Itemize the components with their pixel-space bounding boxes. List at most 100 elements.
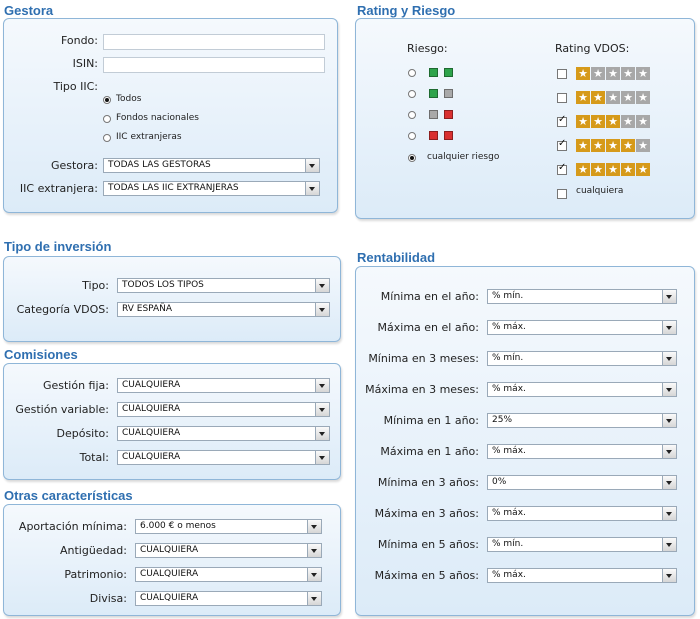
chevron-down-icon[interactable] — [662, 507, 676, 520]
otras-panel: Aportación mínima: 6.000 € o menos Antigüe… — [3, 504, 341, 616]
vdos-checkbox[interactable] — [557, 69, 567, 79]
chevron-down-icon[interactable] — [315, 279, 329, 292]
vdos-checkbox-any[interactable] — [557, 189, 567, 199]
field-label: Aportación mínima: — [18, 520, 127, 533]
iic-extranjera-label: IIC extranjera: — [19, 182, 98, 195]
star-icon: ★ — [606, 163, 620, 176]
chevron-down-icon[interactable] — [315, 403, 329, 416]
risk-square-icon — [444, 110, 453, 119]
gestora-select[interactable]: TODAS LAS GESTORAS — [103, 158, 320, 173]
star-icon: ★ — [606, 139, 620, 152]
vdos-checkbox[interactable] — [557, 93, 567, 103]
field-select[interactable]: CUALQUIERA — [117, 378, 330, 393]
field-select[interactable]: 25% — [487, 413, 677, 428]
tipo-iic-radio-todos[interactable] — [103, 96, 111, 104]
chevron-down-icon[interactable] — [305, 182, 319, 195]
chevron-down-icon[interactable] — [662, 569, 676, 582]
field-select[interactable]: CUALQUIERA — [117, 402, 330, 417]
field-select[interactable]: % mín. — [487, 537, 677, 552]
chevron-down-icon[interactable] — [662, 414, 676, 427]
chevron-down-icon[interactable] — [662, 445, 676, 458]
chevron-down-icon[interactable] — [315, 427, 329, 440]
tipo-iic-label: Tipo IIC: — [53, 80, 98, 93]
iic-extranjera-select[interactable]: TODAS LAS IIC EXTRANJERAS — [103, 181, 320, 196]
field-select[interactable]: CUALQUIERA — [135, 567, 322, 582]
chevron-down-icon[interactable] — [662, 476, 676, 489]
field-select-value: 6.000 € o menos — [140, 521, 216, 531]
riesgo-radio[interactable] — [408, 69, 416, 77]
rating-heading: Rating y Riesgo — [357, 3, 456, 18]
star-icon: ★ — [576, 67, 590, 80]
star-icon: ★ — [591, 67, 605, 80]
riesgo-radio-any[interactable] — [408, 154, 416, 162]
vdos-checkbox[interactable] — [557, 114, 567, 127]
isin-input[interactable] — [103, 57, 325, 73]
chevron-down-icon[interactable] — [315, 451, 329, 464]
riesgo-radio[interactable] — [408, 90, 416, 98]
star-icon: ★ — [621, 67, 635, 80]
chevron-down-icon[interactable] — [662, 383, 676, 396]
field-label: Divisa: — [89, 592, 127, 605]
field-select[interactable]: % máx. — [487, 506, 677, 521]
field-select[interactable]: CUALQUIERA — [117, 450, 330, 465]
star-icon: ★ — [621, 91, 635, 104]
chevron-down-icon[interactable] — [305, 159, 319, 172]
risk-square-icon — [444, 89, 453, 98]
star-icon: ★ — [576, 139, 590, 152]
vdos-checkbox[interactable] — [557, 162, 567, 175]
chevron-down-icon[interactable] — [307, 592, 321, 605]
tipo-iic-radio-extranjeras[interactable] — [103, 134, 111, 142]
tipo-select[interactable]: TODOS LOS TIPOS — [117, 278, 330, 293]
field-select[interactable]: % máx. — [487, 382, 677, 397]
field-select[interactable]: % máx. — [487, 444, 677, 459]
chevron-down-icon[interactable] — [662, 538, 676, 551]
tipo-label: Tipo: — [82, 279, 109, 292]
categoria-select[interactable]: RV ESPAÑA — [117, 302, 330, 317]
star-icon: ★ — [636, 91, 650, 104]
riesgo-radio[interactable] — [408, 132, 416, 140]
chevron-down-icon[interactable] — [307, 544, 321, 557]
field-select-value: CUALQUIERA — [140, 569, 199, 579]
field-select-value: % máx. — [492, 508, 526, 518]
chevron-down-icon[interactable] — [315, 379, 329, 392]
field-select[interactable]: CUALQUIERA — [135, 543, 322, 558]
star-rating: ★ ★ ★ ★ ★ — [576, 115, 650, 128]
field-label: Máxima en el año: — [377, 321, 479, 334]
field-select[interactable]: % máx. — [487, 320, 677, 335]
field-label: Mínima en el año: — [380, 290, 479, 303]
field-label: Mínima en 1 año: — [383, 414, 479, 427]
star-rating: ★ ★ ★ ★ ★ — [576, 91, 650, 104]
fondo-input[interactable] — [103, 34, 325, 50]
chevron-down-icon[interactable] — [315, 303, 329, 316]
chevron-down-icon[interactable] — [662, 321, 676, 334]
field-select-value: CUALQUIERA — [140, 545, 199, 555]
star-icon: ★ — [636, 115, 650, 128]
chevron-down-icon[interactable] — [662, 352, 676, 365]
star-rating: ★ ★ ★ ★ ★ — [576, 163, 650, 176]
chevron-down-icon[interactable] — [307, 568, 321, 581]
vdos-checkbox[interactable] — [557, 138, 567, 151]
field-select[interactable]: % máx. — [487, 568, 677, 583]
tipo-iic-option-label: Fondos nacionales — [116, 113, 199, 123]
chevron-down-icon[interactable] — [662, 290, 676, 303]
gestora-heading: Gestora — [4, 3, 54, 18]
field-select[interactable]: % mín. — [487, 289, 677, 304]
field-select-value: CUALQUIERA — [122, 452, 181, 462]
field-select[interactable]: 0% — [487, 475, 677, 490]
chevron-down-icon[interactable] — [307, 520, 321, 533]
field-select[interactable]: CUALQUIERA — [117, 426, 330, 441]
field-label: Depósito: — [56, 427, 110, 440]
field-select[interactable]: 6.000 € o menos — [135, 519, 322, 534]
field-select-value: CUALQUIERA — [122, 404, 181, 414]
rating-vdos-label: Rating VDOS: — [555, 42, 630, 55]
field-select[interactable]: CUALQUIERA — [135, 591, 322, 606]
field-label: Mínima en 3 meses: — [368, 352, 479, 365]
tipo-iic-radio-nacionales[interactable] — [103, 115, 111, 123]
riesgo-radio[interactable] — [408, 111, 416, 119]
star-icon: ★ — [606, 67, 620, 80]
star-icon: ★ — [606, 115, 620, 128]
star-icon: ★ — [621, 115, 635, 128]
gestora-select-label: Gestora: — [50, 159, 98, 172]
field-select-value: % mín. — [492, 539, 524, 549]
field-select[interactable]: % mín. — [487, 351, 677, 366]
